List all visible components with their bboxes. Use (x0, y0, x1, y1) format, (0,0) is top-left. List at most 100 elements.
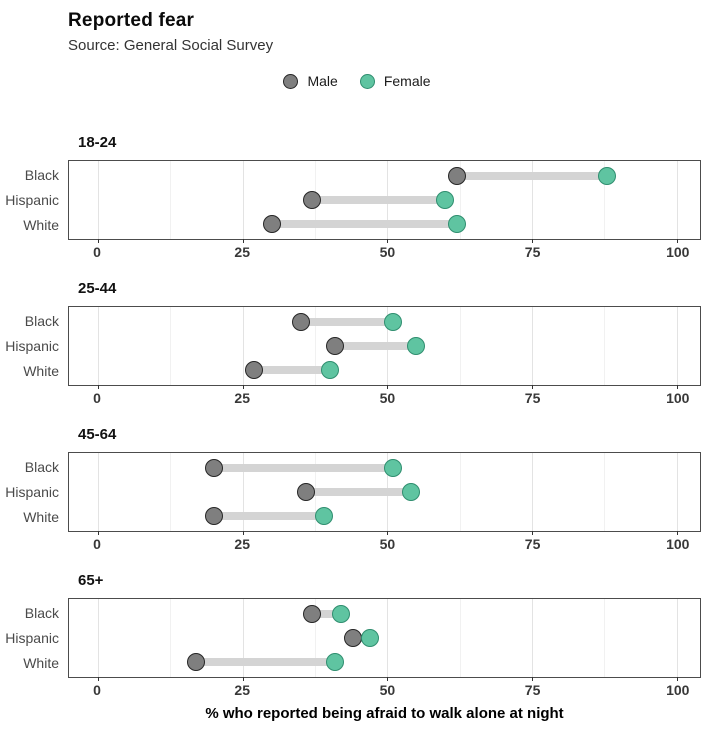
plot-panel (68, 598, 701, 681)
x-tick-labels: 0 25 50 75 100 (68, 682, 701, 699)
y-axis-label: Black (24, 313, 59, 329)
legend-label-male: Male (307, 73, 338, 89)
dumbbell-connector (271, 220, 457, 229)
facet-label: 18-24 (78, 134, 117, 151)
facet-panel: 18-24 Black Hispanic White 0 25 50 75 100 (0, 134, 714, 261)
x-tick-label: 50 (379, 536, 396, 552)
female-dot (598, 166, 617, 185)
gridline-major (97, 599, 99, 677)
y-axis-label: White (23, 655, 59, 671)
x-tick-label: 75 (524, 244, 541, 260)
plot-panel (68, 160, 701, 243)
x-tick-label: 100 (666, 682, 690, 698)
x-tick-mark (242, 385, 244, 389)
gridline-major (676, 161, 678, 239)
female-dot (320, 361, 339, 380)
female-legend-dot-icon (359, 73, 375, 89)
gridline-major (532, 599, 534, 677)
facet-panel: 45-64 Black Hispanic White 0 25 50 75 100 (0, 426, 714, 553)
x-tick-mark (242, 239, 244, 243)
x-tick-mark (532, 239, 534, 243)
dumbbell-connector (300, 317, 394, 326)
y-axis-label: Hispanic (5, 192, 59, 208)
x-tick-mark (97, 677, 99, 681)
facet-panel: 65+ Black Hispanic White 0 25 50 75 100 (0, 572, 714, 699)
gridline-major (532, 453, 534, 531)
legend-item-female: Female (359, 73, 431, 89)
x-tick-label: 25 (234, 682, 251, 698)
male-dot (297, 483, 316, 501)
plot-area-row: Black Hispanic White (0, 598, 714, 681)
dumbbell-connector (335, 342, 417, 350)
gridline-minor (170, 599, 172, 677)
male-dot (204, 458, 223, 477)
gridline-minor (459, 453, 461, 531)
female-dot (447, 215, 466, 234)
gridline-minor (170, 161, 172, 239)
dumbbell-connector (312, 196, 446, 204)
female-dot (384, 312, 403, 331)
x-tick-mark (676, 239, 678, 243)
male-dot (326, 337, 345, 355)
dumbbell-connector (254, 366, 330, 375)
x-tick-label: 75 (524, 682, 541, 698)
legend-label-female: Female (383, 73, 431, 89)
x-tick-mark (97, 385, 99, 389)
chart-subtitle: Source: General Social Survey (68, 37, 274, 54)
gridline-major (387, 599, 389, 677)
x-tick-mark (387, 677, 389, 681)
x-tick-label: 75 (524, 536, 541, 552)
plot-area-row: Black Hispanic White (0, 452, 714, 535)
gridline-major (97, 307, 99, 385)
gridline-minor (315, 307, 317, 385)
dumbbell-connector (312, 609, 342, 618)
female-dot (407, 337, 426, 355)
y-axis-label: Black (24, 605, 59, 621)
x-tick-label: 75 (524, 390, 541, 406)
x-tick-mark (676, 677, 678, 681)
gridline-major (97, 453, 99, 531)
plot-panel (68, 452, 701, 535)
facet-label: 45-64 (78, 426, 117, 443)
male-dot (262, 215, 281, 234)
x-tick-label: 50 (379, 244, 396, 260)
male-dot (303, 604, 322, 623)
y-axis-label: White (23, 509, 59, 525)
x-tick-label: 25 (234, 244, 251, 260)
male-dot (343, 629, 362, 647)
x-axis-title: % who reported being afraid to walk alon… (205, 705, 564, 722)
gridline-major (676, 453, 678, 531)
y-axis-label: Hispanic (5, 338, 59, 354)
male-dot (447, 166, 466, 185)
y-axis-label: Hispanic (5, 484, 59, 500)
y-axis-label: Black (24, 459, 59, 475)
male-legend-dot-icon (283, 73, 299, 89)
gridline-minor (315, 599, 317, 677)
x-tick-mark (242, 677, 244, 681)
y-axis-label: Black (24, 167, 59, 183)
gridline-minor (604, 161, 606, 239)
x-tick-mark (532, 385, 534, 389)
gridline-minor (604, 307, 606, 385)
x-tick-mark (387, 385, 389, 389)
gridline-minor (604, 599, 606, 677)
gridline-minor (459, 161, 461, 239)
facet-label: 65+ (78, 572, 104, 589)
plot-area-row: Black Hispanic White (0, 306, 714, 389)
x-tick-labels: 0 25 50 75 100 (68, 536, 701, 553)
legend: Male Female (0, 72, 714, 90)
y-axis-labels: Black Hispanic White (0, 160, 68, 240)
y-axis-labels: Black Hispanic White (0, 598, 68, 678)
x-tick-mark (387, 531, 389, 535)
female-dot (314, 507, 333, 526)
y-axis-label: White (23, 217, 59, 233)
x-tick-label: 100 (666, 244, 690, 260)
gridline-major (242, 453, 244, 531)
x-tick-mark (387, 239, 389, 243)
gridline-major (676, 307, 678, 385)
y-axis-labels: Black Hispanic White (0, 452, 68, 532)
female-dot (401, 483, 420, 501)
x-tick-mark (242, 531, 244, 535)
male-dot (291, 312, 310, 331)
